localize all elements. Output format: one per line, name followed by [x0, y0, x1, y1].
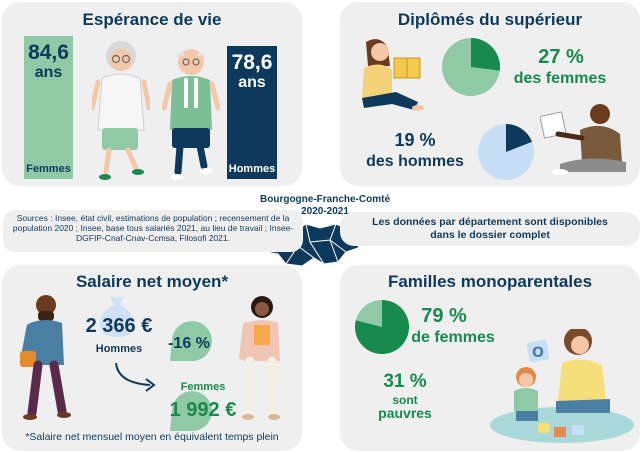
families-title: Familles monoparentales [387, 272, 593, 291]
salary-gap-value: -16 % [168, 335, 210, 352]
men-life-unit: ans [238, 74, 266, 91]
region-years: 2020-2021 [301, 206, 349, 217]
region-title: Bourgogne-Franche-Comté 2020-2021 [205, 194, 445, 218]
data-availability-note: Les données par département sont disponi… [340, 212, 640, 246]
poverty-label-2: pauvres [378, 405, 432, 421]
life-expectancy-panel: Espérance de vie 84,6 ans Femmes [2, 2, 302, 186]
women-graduates-value: 27 % [538, 46, 584, 68]
men-graduates-value: 19 % [394, 130, 436, 150]
poverty-value: 31 % [383, 371, 427, 392]
single-parent-women-label: de femmes [411, 329, 495, 346]
men-salary-label: Hommes [95, 343, 143, 355]
salary-panel: Salaire net moyen* 2 366 € Hommes -16 % … [2, 265, 302, 451]
women-money-badge [170, 391, 212, 432]
women-graduates-label: des femmes [513, 70, 607, 87]
women-graduates-pie [442, 38, 500, 96]
sources-note: Sources : Insee, état civil, estimations… [3, 210, 303, 252]
single-parent-families-panel: Familles monoparentales 79 % de femmes 3… [340, 265, 640, 451]
woman-illustration [239, 296, 280, 420]
gap-badge [170, 321, 212, 362]
poverty-label-1: sont [392, 393, 418, 407]
money-bag-icon [99, 297, 135, 337]
women-graduates-pie-slice [471, 38, 500, 71]
men-life-bar: 78,6 ans Hommes [227, 46, 277, 179]
data-note-line1: Les données par département sont disponi… [372, 216, 608, 228]
elderly-woman-illustration [92, 41, 150, 180]
svg-text:O: O [532, 345, 544, 361]
single-parent-women-value: 79 % [421, 305, 467, 327]
women-life-value: 84,6 [28, 41, 69, 64]
mother-child-illustration: O O [490, 329, 634, 443]
women-salary-label: Femmes [180, 381, 226, 393]
decrease-arrow-icon [115, 362, 156, 392]
life-expectancy-title: Espérance de vie [82, 10, 222, 29]
men-life-label: Hommes [228, 163, 276, 175]
single-parent-women-pie [355, 300, 410, 354]
single-parent-women-pie-slice [355, 300, 410, 354]
data-note-line2: dans le dossier complet [430, 229, 550, 241]
men-graduates-label: des hommes [366, 153, 464, 170]
men-salary-value: 2 366 € [85, 315, 153, 337]
women-life-bar: 84,6 ans Femmes [24, 36, 73, 179]
reading-man-illustration [540, 104, 626, 175]
women-life-label: Femmes [26, 163, 71, 175]
graduates-title: Diplômés du supérieur [397, 10, 583, 29]
men-graduates-pie-slice [506, 124, 533, 152]
graduates-panel: Diplômés du supérieur 27 % des femmes 19… [340, 2, 640, 186]
reading-woman-illustration [362, 39, 424, 111]
region-name: Bourgogne-Franche-Comté [260, 194, 390, 205]
men-life-value: 78,6 [231, 51, 273, 74]
elderly-man-illustration [162, 49, 220, 180]
man-illustration [20, 295, 71, 420]
salary-footnote: *Salaire net mensuel moyen en équivalent… [25, 431, 279, 443]
women-salary-value: 1 992 € [169, 399, 237, 421]
salary-title: Salaire net moyen* [75, 272, 229, 291]
women-life-unit: ans [34, 64, 63, 81]
men-graduates-pie [478, 124, 534, 180]
